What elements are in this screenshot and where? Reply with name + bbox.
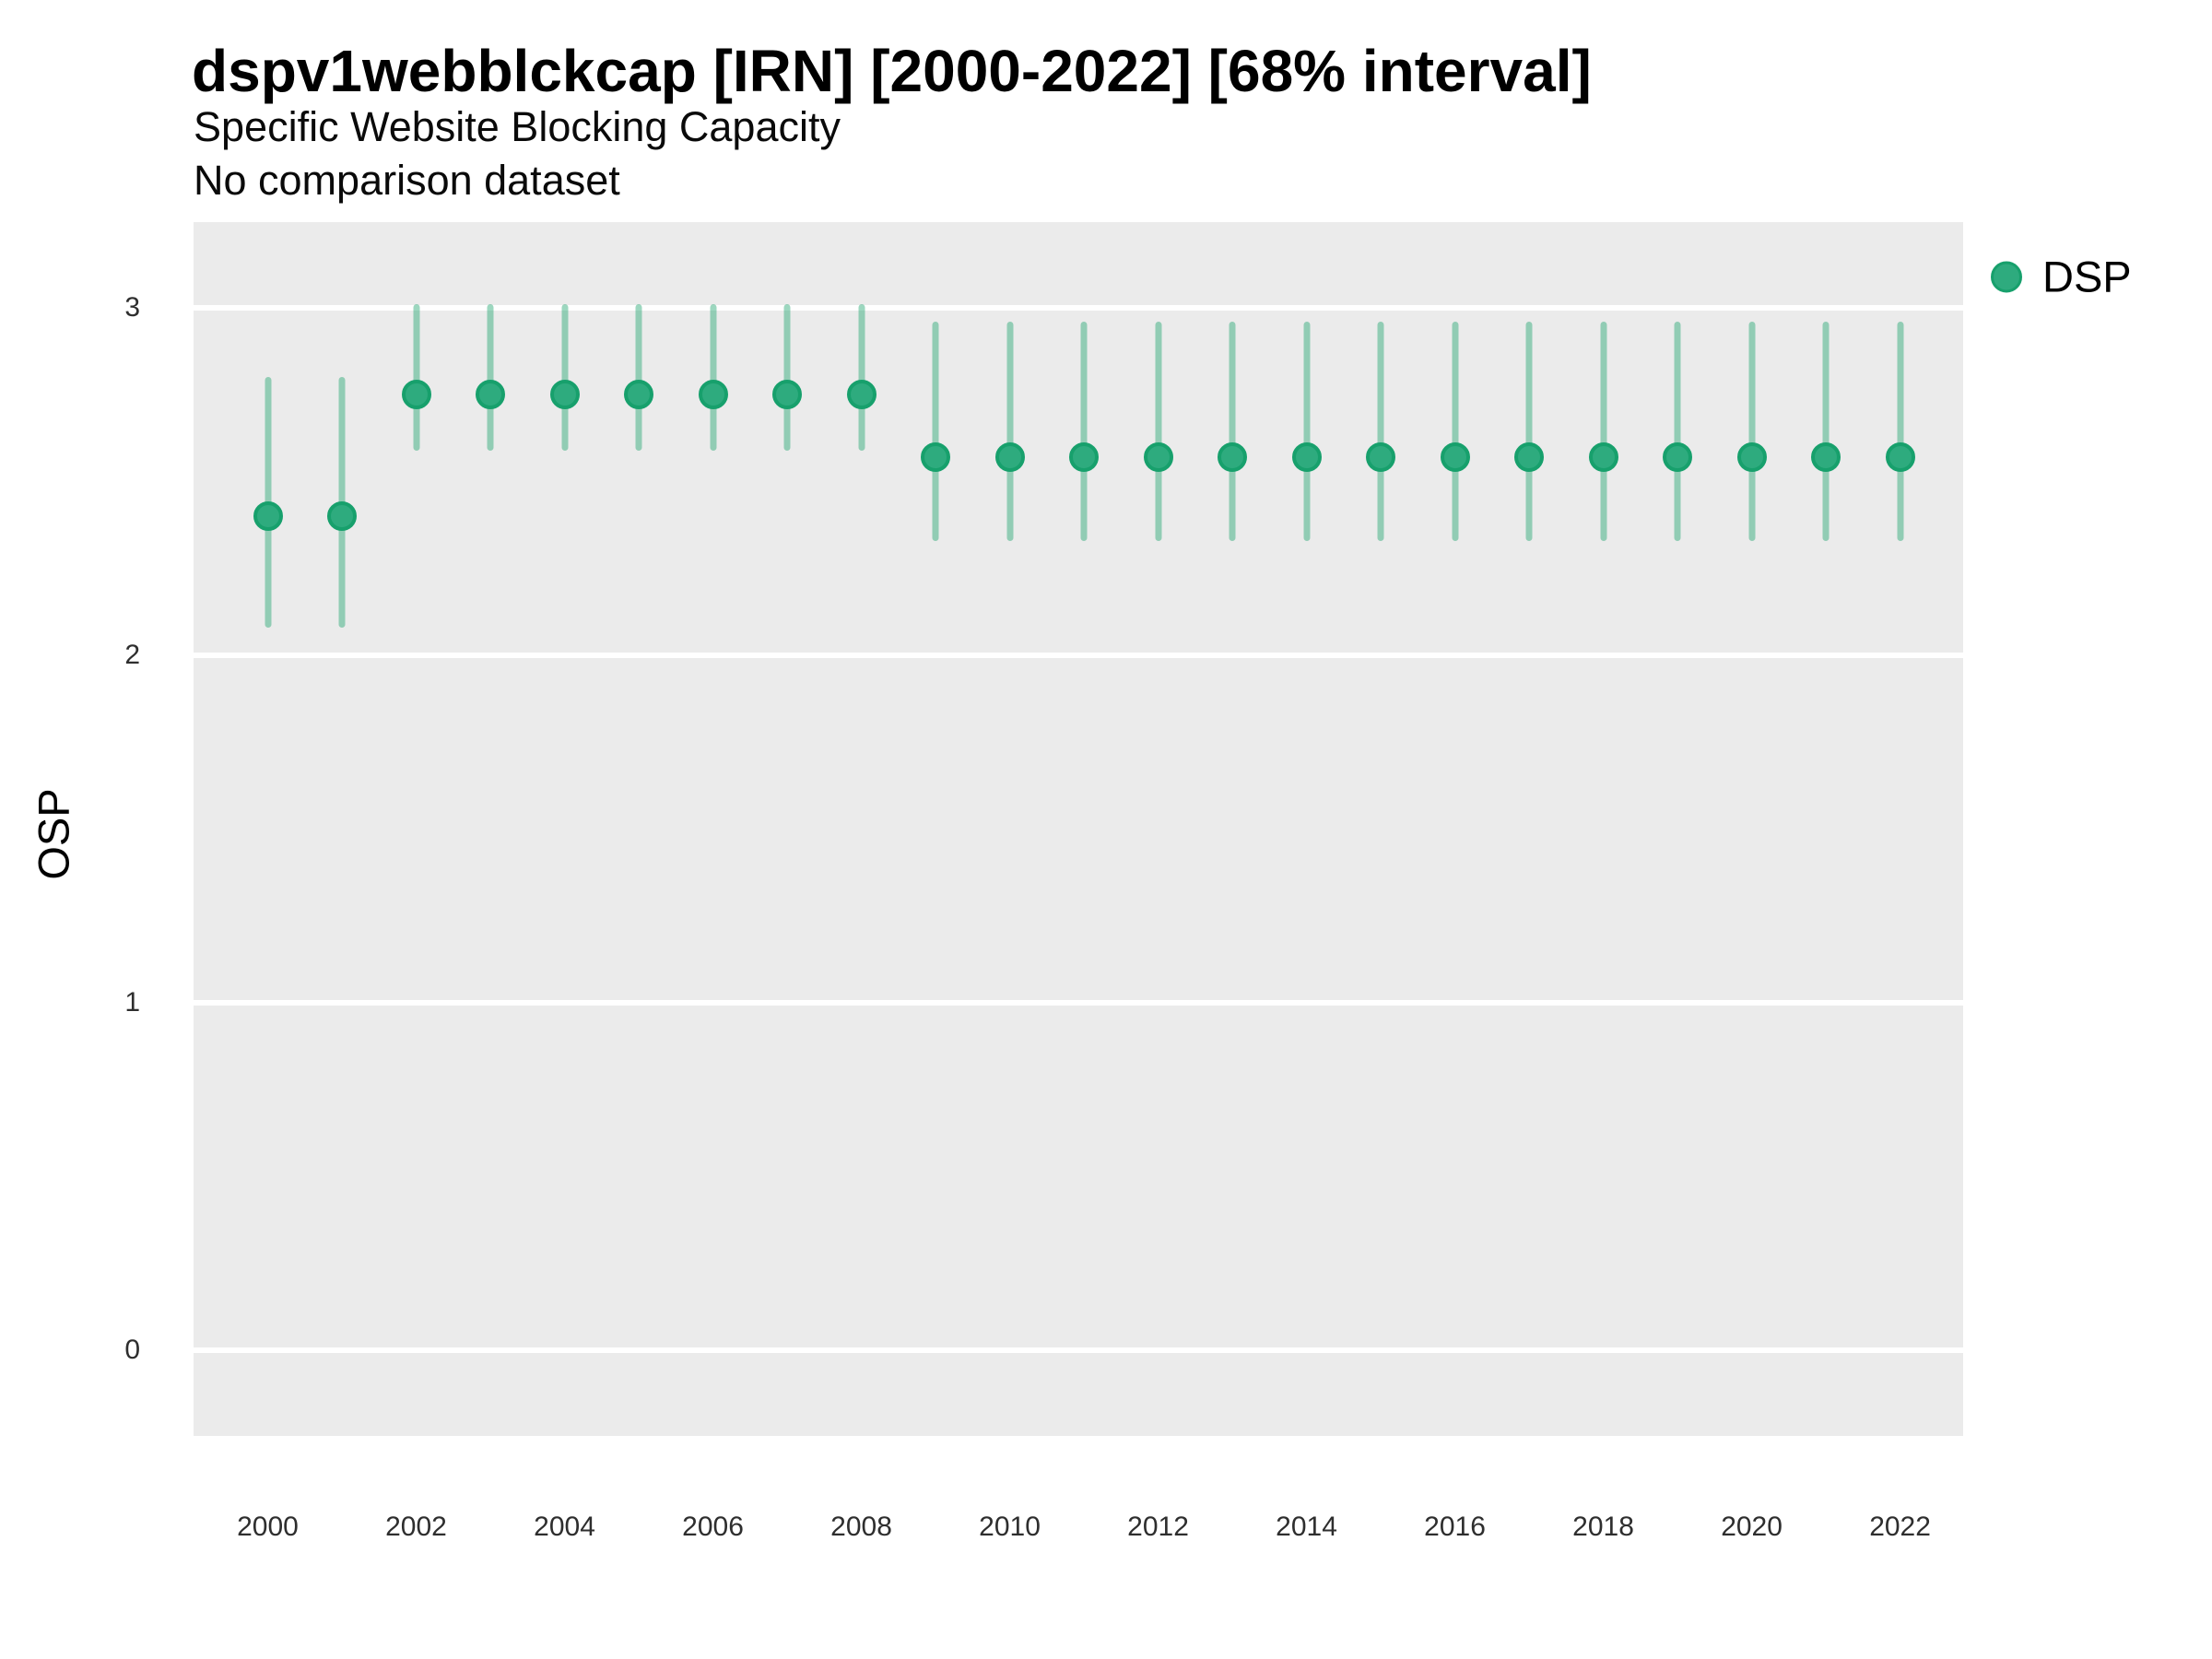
interval-bar — [1006, 322, 1014, 541]
y-tick-label: 3 — [124, 292, 140, 324]
interval-bar — [1600, 322, 1607, 541]
interval-bar — [710, 304, 717, 451]
gridline — [194, 653, 1963, 659]
interval-bar — [1377, 322, 1384, 541]
x-tick-label: 2000 — [237, 1512, 299, 1542]
interval-bar — [1897, 322, 1904, 541]
data-point — [1218, 442, 1248, 473]
chart-subtitle: Specific Website Blocking Capacity — [194, 103, 841, 150]
y-tick-label: 2 — [124, 640, 140, 671]
data-point — [1663, 442, 1693, 473]
x-tick-label: 2020 — [1721, 1512, 1783, 1542]
data-point — [1514, 442, 1545, 473]
data-point — [549, 380, 580, 410]
data-point — [476, 380, 505, 410]
y-tick-label: 1 — [124, 986, 140, 1018]
interval-bar — [487, 304, 494, 451]
data-point — [994, 442, 1025, 473]
data-point — [1440, 442, 1470, 473]
plot-panel — [194, 222, 1963, 1436]
data-point — [846, 380, 877, 410]
data-point — [1291, 442, 1322, 473]
interval-bar — [1452, 322, 1459, 541]
interval-bar — [1155, 322, 1162, 541]
data-point — [1885, 442, 1915, 473]
interval-bar — [1525, 322, 1533, 541]
legend: DSP — [1991, 252, 2132, 302]
y-tick-label: 0 — [124, 1334, 140, 1365]
y-tick-labels: 0 1 2 3 — [0, 222, 140, 1436]
interval-bar — [1822, 322, 1830, 541]
data-point — [772, 380, 803, 410]
data-point — [698, 380, 728, 410]
interval-bar — [1674, 322, 1681, 541]
gridline — [194, 999, 1963, 1006]
interval-bar — [1080, 322, 1088, 541]
interval-bar — [561, 304, 569, 451]
chart-title: dspv1webblckcap [IRN] [2000-2022] [68% i… — [192, 38, 1592, 104]
data-point — [401, 380, 431, 410]
x-tick-label: 2004 — [534, 1512, 595, 1542]
data-point — [1811, 442, 1841, 473]
gridline — [194, 305, 1963, 312]
x-tick-label: 2006 — [682, 1512, 744, 1542]
x-tick-label: 2018 — [1572, 1512, 1634, 1542]
data-point — [921, 442, 951, 473]
data-point — [1069, 442, 1100, 473]
gridline — [194, 1347, 1963, 1353]
data-point — [1588, 442, 1618, 473]
interval-bar — [1229, 322, 1236, 541]
chart-note: No comparison dataset — [194, 157, 620, 204]
interval-bar — [413, 304, 419, 451]
x-tick-labels: 2000 2002 2004 2006 2008 2010 2012 2014 2016 2018… — [194, 1436, 1963, 1547]
x-tick-label: 2014 — [1276, 1512, 1337, 1542]
interval-bar — [635, 304, 642, 451]
interval-bar — [858, 304, 865, 451]
x-tick-label: 2012 — [1127, 1512, 1189, 1542]
interval-bar — [1748, 322, 1756, 541]
x-tick-label: 2022 — [1869, 1512, 1931, 1542]
data-point — [1736, 442, 1767, 473]
interval-bar — [1303, 322, 1311, 541]
data-point — [1143, 442, 1173, 473]
interval-bar — [932, 322, 939, 541]
legend-point-icon — [1991, 261, 2022, 292]
x-tick-label: 2016 — [1424, 1512, 1486, 1542]
legend-item-dsp: DSP — [1991, 252, 2132, 302]
x-tick-label: 2010 — [979, 1512, 1041, 1542]
data-point — [1366, 442, 1396, 473]
x-tick-label: 2008 — [830, 1512, 892, 1542]
legend-label: DSP — [2042, 252, 2132, 301]
data-point — [253, 501, 283, 532]
data-point — [624, 380, 654, 410]
data-point — [327, 501, 357, 532]
x-tick-label: 2002 — [385, 1512, 447, 1542]
interval-bar — [783, 304, 791, 451]
